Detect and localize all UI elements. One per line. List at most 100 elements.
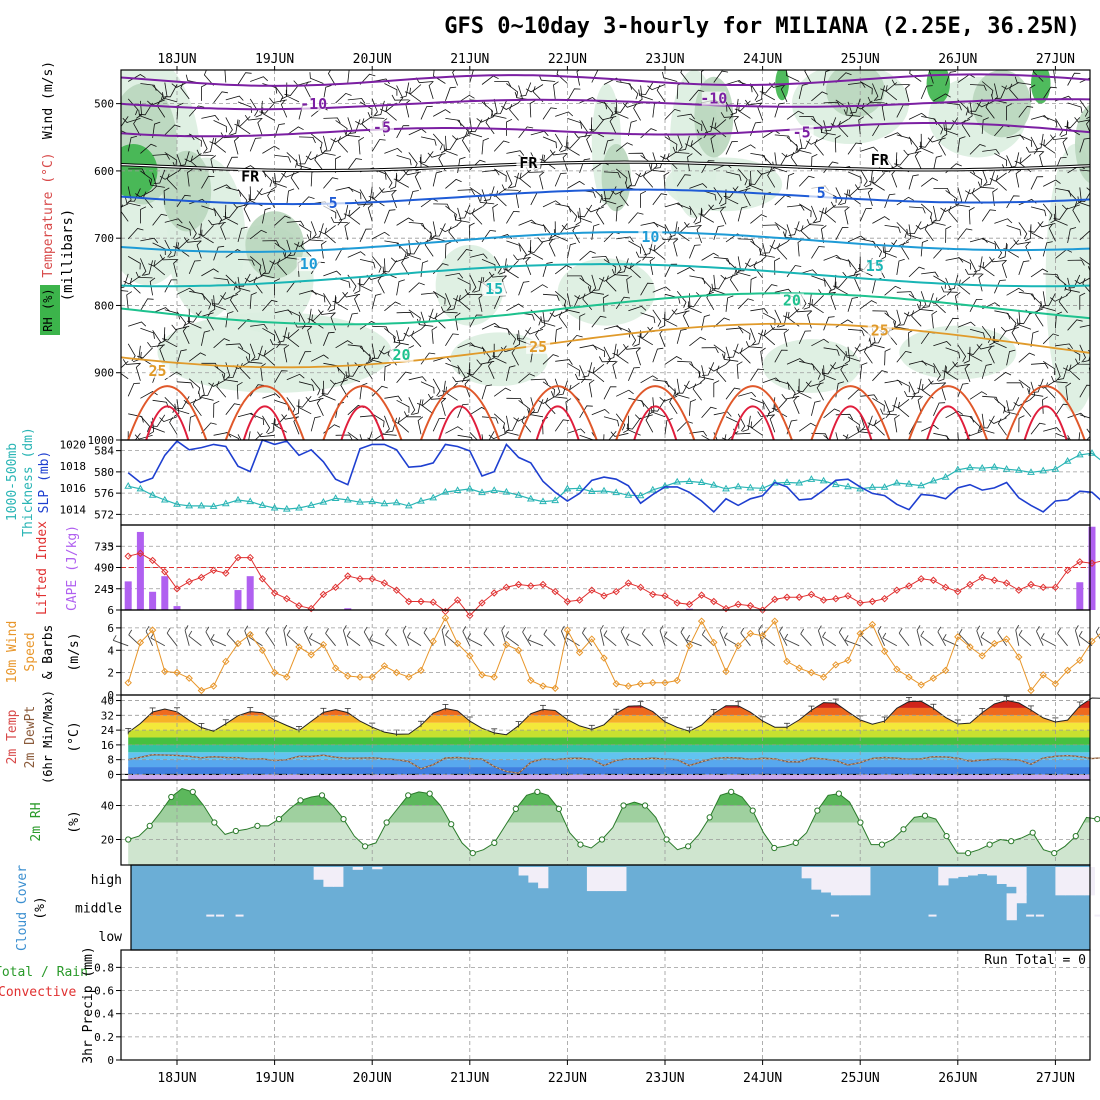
wind-barb xyxy=(845,351,861,362)
contour-label-bg xyxy=(701,91,726,106)
wind10m-point xyxy=(588,635,596,643)
wind-barb xyxy=(140,351,153,366)
wind-barb xyxy=(159,416,178,423)
wind-barb xyxy=(591,315,607,328)
surface-wind-barb-feather xyxy=(620,626,625,632)
wind-barb xyxy=(151,414,166,427)
wind-barb xyxy=(823,316,835,331)
isotherm-minus-10 xyxy=(121,98,1090,111)
rh2m-label: 2m RH xyxy=(29,802,44,841)
wind-barb xyxy=(694,207,702,225)
wind-barb xyxy=(576,70,580,86)
y-tick-label: 0 xyxy=(107,1054,114,1067)
wind-barb xyxy=(854,184,873,191)
thickness-point xyxy=(807,475,816,482)
surface-wind-barb xyxy=(205,631,214,647)
wind-barb xyxy=(689,244,701,259)
wind-barb xyxy=(542,354,559,365)
wind-barb xyxy=(323,331,335,346)
wind-barb xyxy=(1006,349,1016,366)
wind-barb xyxy=(567,180,585,189)
wind-barb xyxy=(1055,432,1069,440)
wind-barb xyxy=(506,118,513,136)
wind-barb xyxy=(982,238,997,251)
lifted-index-point xyxy=(197,573,206,582)
wind-barb xyxy=(701,160,715,174)
rh-shade-dark xyxy=(121,144,158,198)
wind-barb xyxy=(737,325,751,340)
wind-barb xyxy=(786,110,804,120)
wind-barb xyxy=(793,306,812,313)
wind-barb xyxy=(750,276,757,294)
wind-barb xyxy=(994,310,1011,320)
wind-barb xyxy=(293,416,300,435)
wind-barb xyxy=(483,186,495,202)
wind-barb xyxy=(738,238,756,245)
wind-barb xyxy=(798,203,812,218)
wind10m-point xyxy=(258,646,267,654)
wind-barb xyxy=(434,312,446,329)
wind-barb xyxy=(237,226,248,243)
wind-barb xyxy=(762,284,778,296)
wind-barb xyxy=(716,365,727,383)
wind-barb xyxy=(981,363,992,379)
surface-wind-barb-feather xyxy=(920,630,925,637)
wind-barb xyxy=(420,105,433,120)
date-label-top: 23JUN xyxy=(645,52,684,67)
surface-wind-barb xyxy=(265,632,275,647)
wind-barb xyxy=(689,336,707,347)
wind-barb xyxy=(940,204,958,212)
wind-barb xyxy=(558,311,568,329)
wind-barb xyxy=(944,117,959,130)
y-tick-label: 580 xyxy=(94,466,114,479)
rh2m-point xyxy=(835,790,842,797)
surface-wind-barb xyxy=(937,631,946,647)
wind-barb xyxy=(872,83,879,102)
wind-barb xyxy=(880,408,897,416)
wind-barb xyxy=(887,397,898,413)
wind-barb xyxy=(1042,86,1057,100)
wind-barb xyxy=(406,249,422,260)
wind-barb xyxy=(616,325,631,338)
wind-barb xyxy=(550,391,568,399)
y-tick-label: 0 xyxy=(107,768,114,781)
rh-shade-dark xyxy=(1031,70,1051,104)
wind10m-point xyxy=(490,673,498,681)
wind-barb xyxy=(250,323,268,330)
wind-barb xyxy=(164,152,177,167)
thickness-point xyxy=(380,499,389,507)
wind-barb xyxy=(976,344,995,350)
wind-barb xyxy=(727,343,739,359)
wind-barb xyxy=(397,327,410,341)
wind-barb xyxy=(349,119,361,134)
wind-barb xyxy=(557,380,568,396)
surface-wind-barb-feather xyxy=(898,627,903,634)
wind-barb xyxy=(401,257,410,276)
wind-barb xyxy=(1055,363,1061,382)
lifted-index-point xyxy=(636,583,645,592)
wind-barb xyxy=(433,203,451,210)
wind-barb xyxy=(1092,301,1100,312)
wind-barb xyxy=(342,292,361,298)
cape-bar xyxy=(234,590,242,610)
wind-barb xyxy=(614,106,629,119)
cloud-unit: (%) xyxy=(33,896,48,919)
wind-barb xyxy=(806,137,824,145)
wind-barb xyxy=(176,381,194,389)
wind-barb xyxy=(332,292,349,304)
rh2m-markers xyxy=(125,788,1100,857)
contour-label-bg xyxy=(482,282,507,296)
wind10m-point xyxy=(868,620,877,629)
thickness-label-2: Thickness (dm) xyxy=(21,427,36,537)
contour-label: -10 xyxy=(700,90,727,108)
cloud-gap-high xyxy=(372,867,383,870)
temp2m-label-1: 2m Temp xyxy=(5,709,20,764)
wind10m-line xyxy=(127,616,1100,692)
contour-label-bg xyxy=(867,323,892,338)
wind10m-point xyxy=(453,639,462,648)
wind-barb xyxy=(377,275,385,294)
date-label-bottom: 27JUN xyxy=(1036,1071,1075,1086)
surface-wind-barb xyxy=(407,636,422,647)
wind-barb xyxy=(367,112,385,119)
wind-barb xyxy=(445,272,464,279)
